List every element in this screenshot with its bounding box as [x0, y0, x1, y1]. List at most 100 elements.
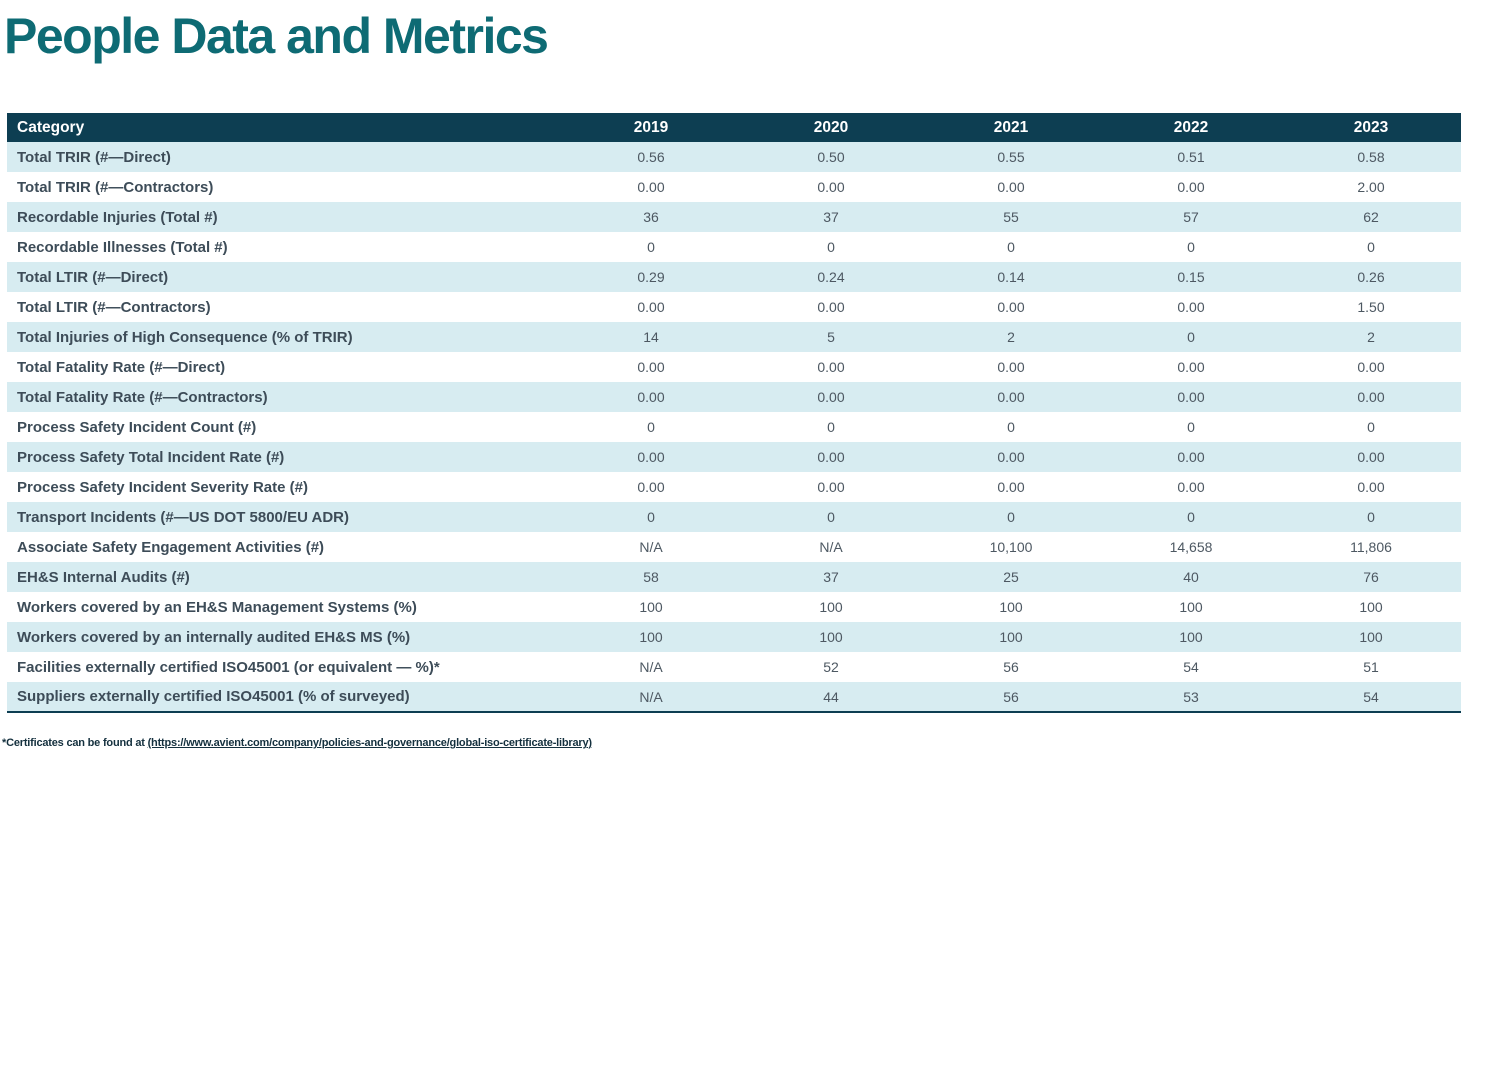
value-cell: 0.58 — [1357, 149, 1385, 165]
category-cell: Total Injuries of High Consequence (% of… — [17, 328, 353, 346]
value-cell: 10,100 — [989, 539, 1033, 555]
value-cell: 14,658 — [1169, 539, 1213, 555]
value-cell: 0 — [1007, 239, 1015, 255]
value-cell: 0.00 — [1177, 179, 1205, 195]
value-cell: 51 — [1363, 659, 1379, 675]
table-row: Total TRIR (#—Direct) 0.56 0.50 0.55 0.51 0.5… — [7, 142, 1461, 172]
value-cell: 0 — [827, 419, 835, 435]
value-cell: 0.00 — [637, 179, 665, 195]
category-cell: Recordable Injuries (Total #) — [17, 208, 218, 226]
category-cell: Suppliers externally certified ISO45001 … — [17, 688, 410, 705]
value-cell: 0.00 — [637, 479, 665, 495]
column-header-2022: 2022 — [1101, 113, 1281, 142]
value-cell: 37 — [823, 209, 839, 225]
column-header-2021: 2021 — [921, 113, 1101, 142]
value-cell: 100 — [639, 599, 663, 615]
value-cell: 56 — [1003, 688, 1019, 705]
value-cell: 0.15 — [1177, 269, 1205, 285]
value-cell: 0.00 — [1177, 389, 1205, 405]
value-cell: 2 — [1367, 329, 1375, 345]
value-cell: 0 — [1187, 329, 1195, 345]
certificate-library-link[interactable]: (https://www.avient.com/company/policies… — [147, 737, 592, 749]
value-cell: 0 — [647, 239, 655, 255]
value-cell: 100 — [999, 629, 1023, 645]
value-cell: 0.24 — [817, 269, 845, 285]
value-cell: 0.50 — [817, 149, 845, 165]
value-cell: 100 — [639, 629, 663, 645]
value-cell: 100 — [819, 629, 843, 645]
category-cell: Workers covered by an EH&S Management Sy… — [17, 598, 417, 616]
category-cell: Workers covered by an internally audited… — [17, 628, 411, 646]
table-row: Recordable Injuries (Total #) 36 37 55 57 62 — [7, 202, 1461, 232]
value-cell: 0.00 — [637, 359, 665, 375]
value-cell: 0.00 — [637, 449, 665, 465]
category-cell: Facilities externally certified ISO45001… — [17, 658, 440, 676]
value-cell: 53 — [1183, 688, 1199, 705]
value-cell: 11,806 — [1350, 539, 1392, 555]
value-cell: 2 — [1007, 329, 1015, 345]
table-row: Total Fatality Rate (#—Contractors) 0.00 0… — [7, 382, 1461, 412]
value-cell: 0.56 — [637, 149, 665, 165]
value-cell: 37 — [823, 569, 839, 585]
value-cell: 0.55 — [997, 149, 1025, 165]
value-cell: 0.00 — [817, 389, 845, 405]
table-row: Process Safety Incident Severity Rate (#… — [7, 472, 1461, 502]
footnote: *Certificates can be found at (https://w… — [2, 737, 1492, 749]
people-metrics-table: Category 2019 2020 2021 2022 2023 Total TRIR … — [7, 113, 1461, 713]
table-header-row: Category 2019 2020 2021 2022 2023 — [7, 113, 1461, 142]
value-cell: 0 — [647, 509, 655, 525]
value-cell: 100 — [1179, 629, 1203, 645]
page-title: People Data and Metrics — [4, 8, 549, 64]
category-cell: Process Safety Incident Count (#) — [17, 418, 257, 436]
table-row: Suppliers externally certified ISO45001 … — [7, 682, 1461, 712]
value-cell: 0.00 — [1357, 359, 1385, 375]
table-row: Total TRIR (#—Contractors) 0.00 0.00 0.00 0.… — [7, 172, 1461, 202]
value-cell: 54 — [1363, 688, 1379, 705]
table-body: Total TRIR (#—Direct) 0.56 0.50 0.55 0.51 0.5… — [7, 142, 1461, 712]
table-row: Total Fatality Rate (#—Direct) 0.00 0.00 0.… — [7, 352, 1461, 382]
category-cell: Total LTIR (#—Contractors) — [17, 298, 211, 316]
value-cell: N/A — [819, 539, 843, 555]
column-header-2023: 2023 — [1281, 113, 1461, 142]
table-row: Process Safety Total Incident Rate (#) 0.… — [7, 442, 1461, 472]
table-row: Transport Incidents (#—US DOT 5800/EU AD… — [7, 502, 1461, 532]
value-cell: 0.00 — [1177, 479, 1205, 495]
value-cell: 0 — [1007, 419, 1015, 435]
value-cell: 0 — [1367, 419, 1375, 435]
table-row: Facilities externally certified ISO45001… — [7, 652, 1461, 682]
value-cell: 52 — [823, 659, 839, 675]
table-row: Total LTIR (#—Contractors) 0.00 0.00 0.00 0.… — [7, 292, 1461, 322]
category-cell: Process Safety Total Incident Rate (#) — [17, 448, 285, 466]
category-cell: Total TRIR (#—Contractors) — [17, 178, 214, 196]
value-cell: 0.00 — [997, 449, 1025, 465]
value-cell: 0.00 — [997, 479, 1025, 495]
value-cell: 55 — [1003, 209, 1019, 225]
value-cell: 0.00 — [637, 389, 665, 405]
value-cell: 100 — [1179, 599, 1203, 615]
value-cell: 1.50 — [1357, 299, 1385, 315]
value-cell: 44 — [823, 688, 839, 705]
value-cell: 58 — [643, 569, 659, 585]
value-cell: 0 — [1007, 509, 1015, 525]
value-cell: 100 — [1359, 599, 1383, 615]
value-cell: N/A — [639, 688, 663, 705]
value-cell: 57 — [1183, 209, 1199, 225]
column-header-2019: 2019 — [561, 113, 741, 142]
category-cell: Total Fatality Rate (#—Contractors) — [17, 388, 268, 406]
value-cell: 0 — [1367, 239, 1375, 255]
value-cell: 0.00 — [997, 179, 1025, 195]
table-header: Category 2019 2020 2021 2022 2023 — [7, 113, 1461, 142]
value-cell: 0 — [1187, 419, 1195, 435]
value-cell: 76 — [1363, 569, 1379, 585]
value-cell: 0.00 — [997, 389, 1025, 405]
category-cell: Total TRIR (#—Direct) — [17, 148, 171, 166]
value-cell: 36 — [643, 209, 659, 225]
value-cell: 0.00 — [817, 299, 845, 315]
category-cell: Total LTIR (#—Direct) — [17, 268, 169, 286]
column-header-2020: 2020 — [741, 113, 921, 142]
value-cell: N/A — [639, 659, 663, 675]
value-cell: 0.00 — [997, 359, 1025, 375]
value-cell: 14 — [643, 329, 659, 345]
value-cell: 0.00 — [1177, 359, 1205, 375]
